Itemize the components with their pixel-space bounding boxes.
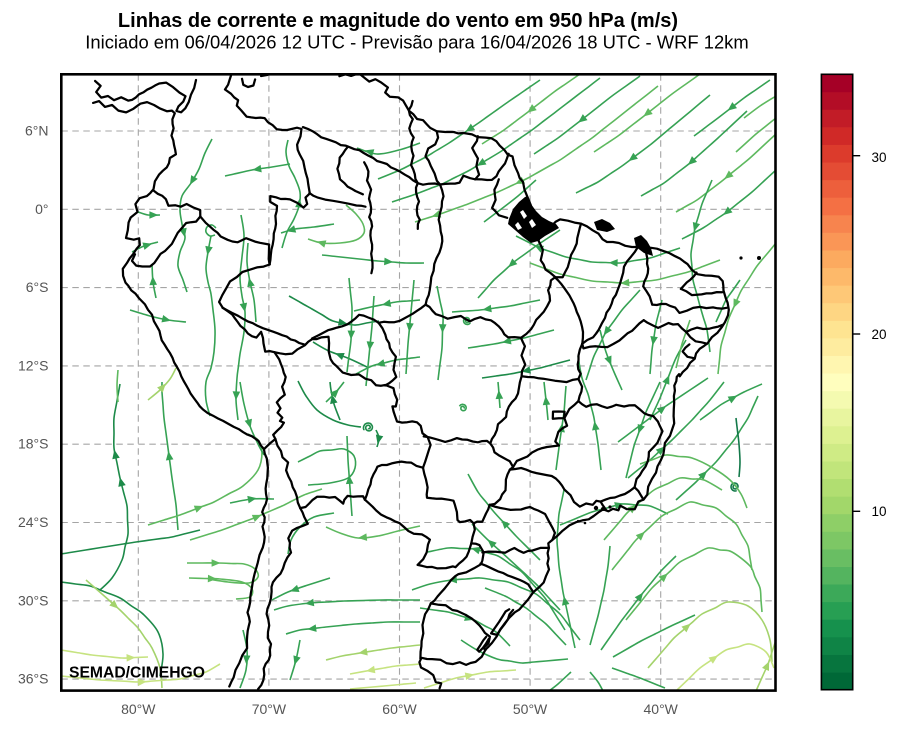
svg-text:12°S: 12°S — [18, 357, 49, 373]
svg-text:0°: 0° — [35, 201, 48, 217]
svg-text:10: 10 — [872, 504, 887, 519]
svg-text:Linhas de corrente e magnitude: Linhas de corrente e magnitude do vento … — [118, 10, 678, 32]
svg-text:6°N: 6°N — [25, 123, 49, 139]
svg-text:24°S: 24°S — [18, 514, 49, 530]
svg-text:18°S: 18°S — [18, 436, 49, 452]
svg-text:60°W: 60°W — [382, 701, 417, 717]
svg-text:50°W: 50°W — [513, 701, 548, 717]
svg-text:6°S: 6°S — [26, 279, 49, 295]
svg-text:70°W: 70°W — [252, 701, 287, 717]
svg-text:SEMAD/CIMEHGO: SEMAD/CIMEHGO — [69, 665, 205, 682]
svg-text:30°S: 30°S — [18, 592, 49, 608]
svg-text:20: 20 — [872, 327, 887, 342]
svg-text:80°W: 80°W — [121, 701, 156, 717]
svg-text:36°S: 36°S — [18, 671, 49, 687]
svg-text:Iniciado em 06/04/2026 12 UTC: Iniciado em 06/04/2026 12 UTC - Previsão… — [85, 32, 748, 53]
svg-text:30: 30 — [872, 150, 887, 165]
svg-text:40°W: 40°W — [644, 701, 679, 717]
